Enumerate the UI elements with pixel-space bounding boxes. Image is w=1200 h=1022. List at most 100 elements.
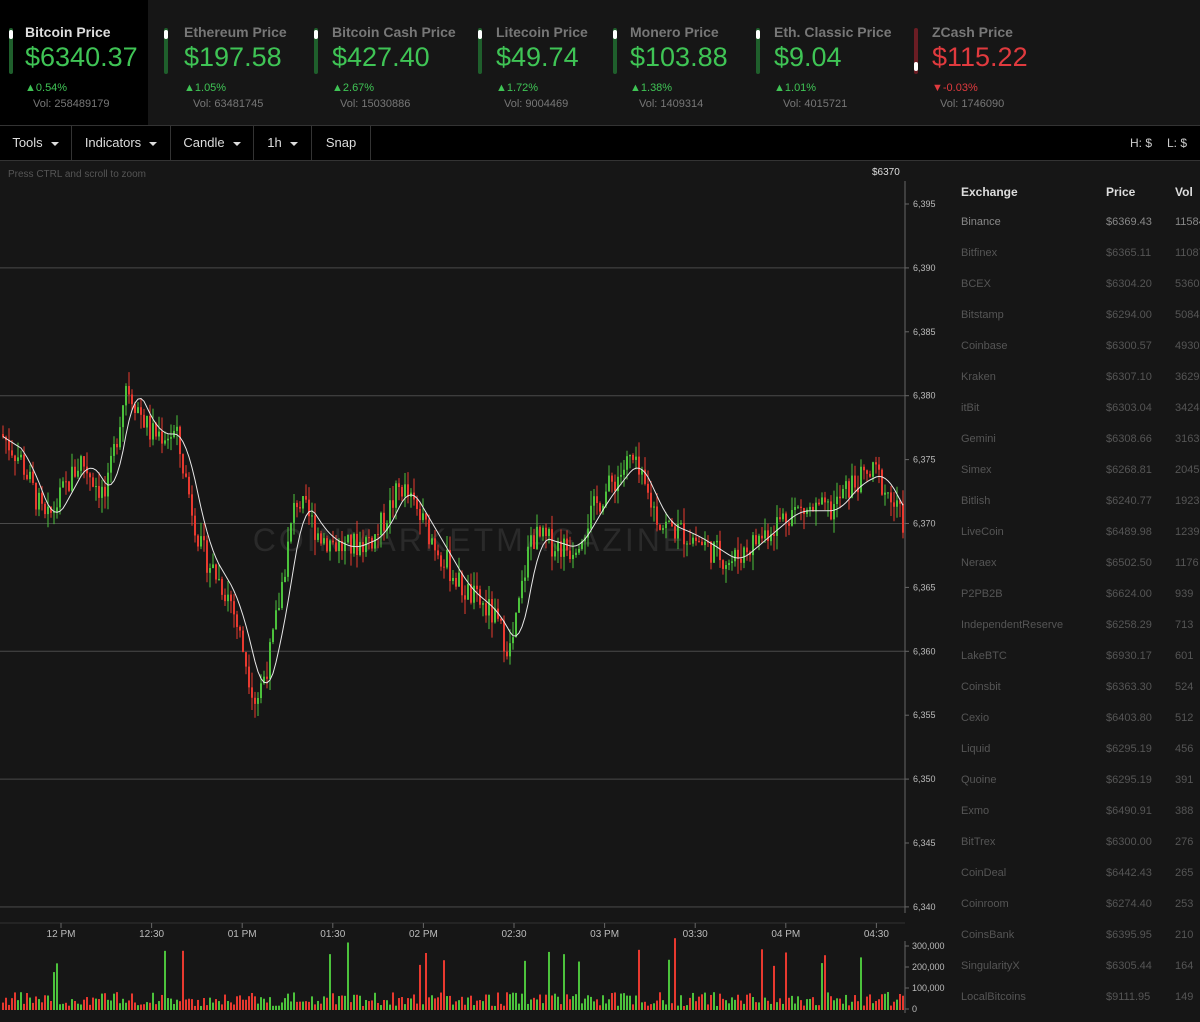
table-row[interactable]: Simex $6268.81 2045	[950, 464, 1200, 495]
volume-bar	[755, 1002, 757, 1010]
volume-bar	[479, 1000, 481, 1010]
ticker-volume: Vol: 4015721	[783, 98, 848, 110]
candle-body	[581, 541, 583, 549]
volume-bar	[215, 999, 217, 1010]
candle-body	[200, 536, 202, 547]
candle-body	[653, 506, 655, 508]
candle-body	[113, 443, 115, 456]
table-row[interactable]: BCEX $6304.20 5360	[950, 278, 1200, 309]
ticker-change: ▲1.38%	[630, 82, 673, 94]
volume-bar	[62, 1003, 64, 1010]
table-row[interactable]: Bitlish $6240.77 1923	[950, 495, 1200, 526]
volume-bar	[467, 997, 469, 1010]
volume-bar	[800, 1000, 802, 1010]
exchange-volume: 210	[1175, 929, 1194, 941]
candle-body	[473, 585, 475, 603]
candle-body	[677, 523, 679, 539]
table-row[interactable]: IndependentReserve $6258.29 713	[950, 619, 1200, 650]
candle-body	[665, 521, 667, 529]
candle-body	[128, 386, 130, 395]
candle-body	[776, 517, 778, 536]
table-row[interactable]: Coinbase $6300.57 4930	[950, 340, 1200, 371]
snap-button[interactable]: Snap	[312, 126, 371, 161]
table-row[interactable]: SingularityX $6305.44 164	[950, 960, 1200, 991]
volume-bar	[65, 1002, 67, 1010]
exchange-name: Cexio	[961, 712, 990, 724]
volume-bar	[314, 1004, 316, 1010]
ticker-litecoin[interactable]: Litecoin Price $49.74 ▲1.72% Vol: 900446…	[462, 0, 597, 125]
ticker-eth-classic[interactable]: Eth. Classic Price $9.04 ▲1.01% Vol: 401…	[742, 0, 899, 125]
volume-bar	[218, 1001, 220, 1010]
volume-bar	[611, 993, 613, 1010]
table-row[interactable]: Exmo $6490.91 388	[950, 805, 1200, 836]
table-row[interactable]: CoinDeal $6442.43 265	[950, 867, 1200, 898]
table-row[interactable]: P2PB2B $6624.00 939	[950, 588, 1200, 619]
chart-type-dropdown[interactable]: Candle	[171, 126, 254, 161]
volume-bar	[359, 995, 361, 1010]
volume-bar	[452, 1004, 454, 1010]
volume-bar	[107, 999, 109, 1010]
ticker-zcash[interactable]: ZCash Price $115.22 ▼-0.03% Vol: 1746090	[899, 0, 1039, 125]
indicators-dropdown[interactable]: Indicators	[72, 126, 171, 161]
table-row[interactable]: itBit $6303.04 3424	[950, 402, 1200, 433]
ticker-bitcoin-cash[interactable]: Bitcoin Cash Price $427.40 ▲2.67% Vol: 1…	[300, 0, 462, 125]
candle-body	[143, 414, 145, 428]
candle-body	[899, 500, 901, 504]
candle-body	[761, 535, 763, 539]
volume-bar	[644, 1001, 646, 1010]
candle-body	[209, 568, 211, 573]
table-row[interactable]: Liquid $6295.19 456	[950, 743, 1200, 774]
exchange-price: $6489.98	[1106, 526, 1152, 538]
volume-bar	[188, 998, 190, 1010]
table-row[interactable]: Quoine $6295.19 391	[950, 774, 1200, 805]
table-row[interactable]: Bitstamp $6294.00 5084	[950, 309, 1200, 340]
ticker-name: Bitcoin Cash Price	[332, 24, 456, 40]
candle-body	[116, 443, 118, 448]
ticker-bitcoin[interactable]: Bitcoin Price $6340.37 ▲0.54% Vol: 25848…	[0, 0, 148, 125]
candle-body	[251, 687, 253, 698]
ticker-monero[interactable]: Monero Price $103.88 ▲1.38% Vol: 1409314	[597, 0, 742, 125]
table-row[interactable]: Coinroom $6274.40 253	[950, 898, 1200, 929]
table-row[interactable]: Cexio $6403.80 512	[950, 712, 1200, 743]
volume-bar	[230, 1002, 232, 1010]
candle-body	[467, 584, 469, 600]
y-tick-label: 6,375	[913, 455, 936, 465]
exchange-price: $6369.43	[1106, 216, 1152, 228]
candle-body	[158, 431, 160, 437]
price-chart[interactable]: COINMARKETMAGAZINE 6,395 6,390 6,385 6,380 6…	[0, 161, 950, 1017]
interval-dropdown[interactable]: 1h	[254, 126, 312, 161]
candle-body	[704, 541, 706, 546]
table-row[interactable]: Coinsbit $6363.30 524	[950, 681, 1200, 712]
volume-bar	[476, 1000, 478, 1010]
y-tick-label: 6,390	[913, 263, 936, 273]
table-row[interactable]: Binance $6369.43 11584	[950, 216, 1200, 247]
table-row[interactable]: CoinsBank $6395.95 210	[950, 929, 1200, 960]
table-row[interactable]: Gemini $6308.66 3163	[950, 433, 1200, 464]
table-row[interactable]: Neraex $6502.50 1176	[950, 557, 1200, 588]
candle-body	[122, 405, 124, 428]
ticker-ethereum[interactable]: Ethereum Price $197.58 ▲1.05% Vol: 63481…	[150, 0, 300, 125]
table-row[interactable]: Bitfinex $6365.11 11087	[950, 247, 1200, 278]
table-row[interactable]: LocalBitcoins $9111.95 149	[950, 991, 1200, 1017]
column-header-vol[interactable]: Vol	[1175, 185, 1193, 199]
volume-bar	[827, 992, 829, 1010]
table-row[interactable]: BitTrex $6300.00 276	[950, 836, 1200, 867]
column-header-exchange[interactable]: Exchange	[961, 185, 1018, 199]
candle-body	[779, 517, 781, 520]
volume-bar	[8, 1004, 10, 1010]
candlestick-chart[interactable]: COINMARKETMAGAZINE 6,3956,3906,3856,3806…	[0, 161, 950, 1017]
volume-bar	[857, 1001, 859, 1010]
candle-body	[599, 503, 601, 512]
table-row[interactable]: Kraken $6307.10 3629	[950, 371, 1200, 402]
column-header-price[interactable]: Price	[1106, 185, 1136, 199]
candle-body	[638, 456, 640, 475]
exchange-volume: 276	[1175, 836, 1194, 848]
table-row[interactable]: LakeBTC $6930.17 601	[950, 650, 1200, 681]
x-tick-label: 12:30	[139, 929, 164, 940]
volume-bar	[146, 1002, 148, 1010]
volume-bar	[833, 1000, 835, 1010]
table-row[interactable]: LiveCoin $6489.98 1239	[950, 526, 1200, 557]
candle-body	[554, 551, 556, 557]
tools-dropdown[interactable]: Tools	[0, 126, 72, 161]
candle-body	[659, 524, 661, 530]
